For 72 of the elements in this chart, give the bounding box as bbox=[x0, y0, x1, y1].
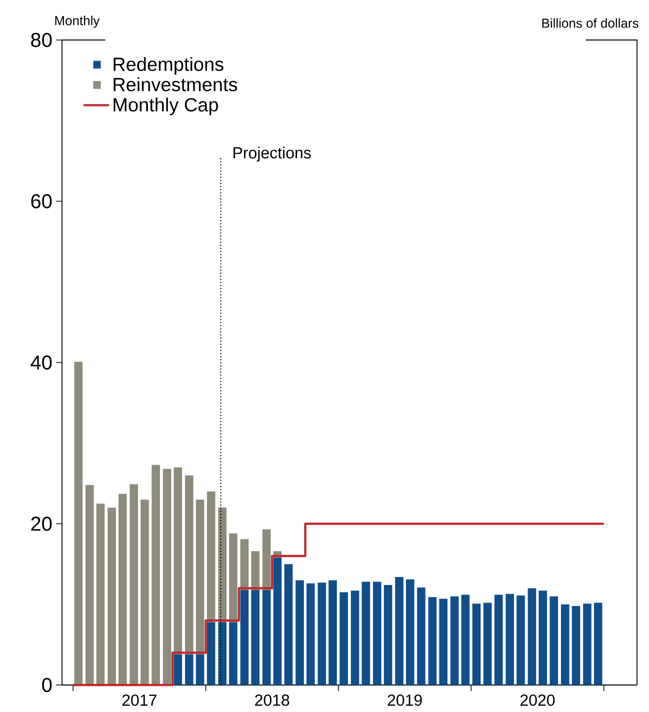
bar bbox=[185, 475, 194, 654]
bar bbox=[96, 504, 105, 685]
bar bbox=[174, 467, 182, 654]
bar bbox=[262, 590, 271, 685]
bar bbox=[162, 468, 172, 685]
bar bbox=[516, 596, 525, 685]
bar bbox=[218, 622, 226, 685]
y-tick-label: 40 bbox=[30, 355, 52, 370]
legend-label: Reinvestments bbox=[114, 77, 238, 92]
bar bbox=[251, 551, 260, 590]
bar bbox=[108, 508, 116, 685]
bar bbox=[284, 564, 293, 685]
bar bbox=[417, 587, 426, 685]
bar bbox=[328, 580, 337, 685]
bar bbox=[406, 579, 414, 685]
y-axis-title: Billions of dollars bbox=[542, 18, 638, 28]
bar bbox=[483, 602, 492, 685]
bar bbox=[340, 592, 348, 685]
y-tick-label: 20 bbox=[31, 516, 52, 531]
bar bbox=[229, 622, 238, 685]
bar bbox=[395, 576, 404, 685]
bar bbox=[428, 597, 437, 685]
bar bbox=[251, 590, 260, 685]
bar bbox=[538, 590, 547, 685]
bar bbox=[262, 529, 271, 590]
legend-label: Redemptions bbox=[114, 57, 224, 75]
bar bbox=[140, 500, 149, 685]
bar bbox=[229, 533, 238, 622]
bar bbox=[240, 539, 249, 590]
y-tick-label: 60 bbox=[31, 194, 52, 208]
bar bbox=[306, 583, 315, 685]
bar bbox=[350, 590, 360, 685]
bar bbox=[461, 594, 470, 685]
x-tick-label: 2018 bbox=[255, 694, 290, 706]
bar bbox=[528, 588, 536, 685]
bar bbox=[206, 492, 216, 622]
bar bbox=[273, 558, 282, 685]
bar bbox=[152, 464, 160, 685]
bar bbox=[118, 494, 127, 685]
bar bbox=[550, 596, 558, 685]
y-tick-label: 0 bbox=[42, 678, 52, 692]
bar bbox=[206, 622, 216, 685]
bar bbox=[594, 602, 602, 685]
x-tick-label: 2019 bbox=[388, 694, 422, 706]
bar bbox=[494, 594, 503, 685]
bar bbox=[196, 500, 204, 654]
bar bbox=[506, 594, 514, 685]
bar bbox=[439, 598, 448, 685]
bar bbox=[572, 606, 580, 685]
chart-subtitle: Monthly bbox=[55, 16, 100, 28]
x-tick-label: 2020 bbox=[520, 694, 555, 706]
x-tick-label: 2017 bbox=[122, 694, 156, 706]
bar bbox=[373, 582, 382, 685]
bar bbox=[174, 654, 182, 685]
bar bbox=[560, 604, 570, 685]
y-tick-label: 80 bbox=[31, 32, 52, 48]
bar bbox=[130, 484, 138, 685]
bar bbox=[384, 585, 392, 685]
bar bbox=[583, 604, 592, 685]
bar bbox=[74, 362, 83, 685]
bar bbox=[185, 654, 194, 685]
bar bbox=[240, 590, 249, 685]
bar bbox=[472, 604, 481, 685]
ref-line-label: Projections bbox=[234, 146, 311, 162]
bar bbox=[196, 654, 204, 685]
bar bbox=[296, 580, 304, 685]
legend-label: Monthly Cap bbox=[114, 98, 218, 116]
bar bbox=[86, 485, 94, 685]
bar bbox=[362, 582, 370, 685]
bar bbox=[450, 596, 459, 685]
bar bbox=[218, 508, 226, 622]
bar bbox=[318, 582, 326, 685]
